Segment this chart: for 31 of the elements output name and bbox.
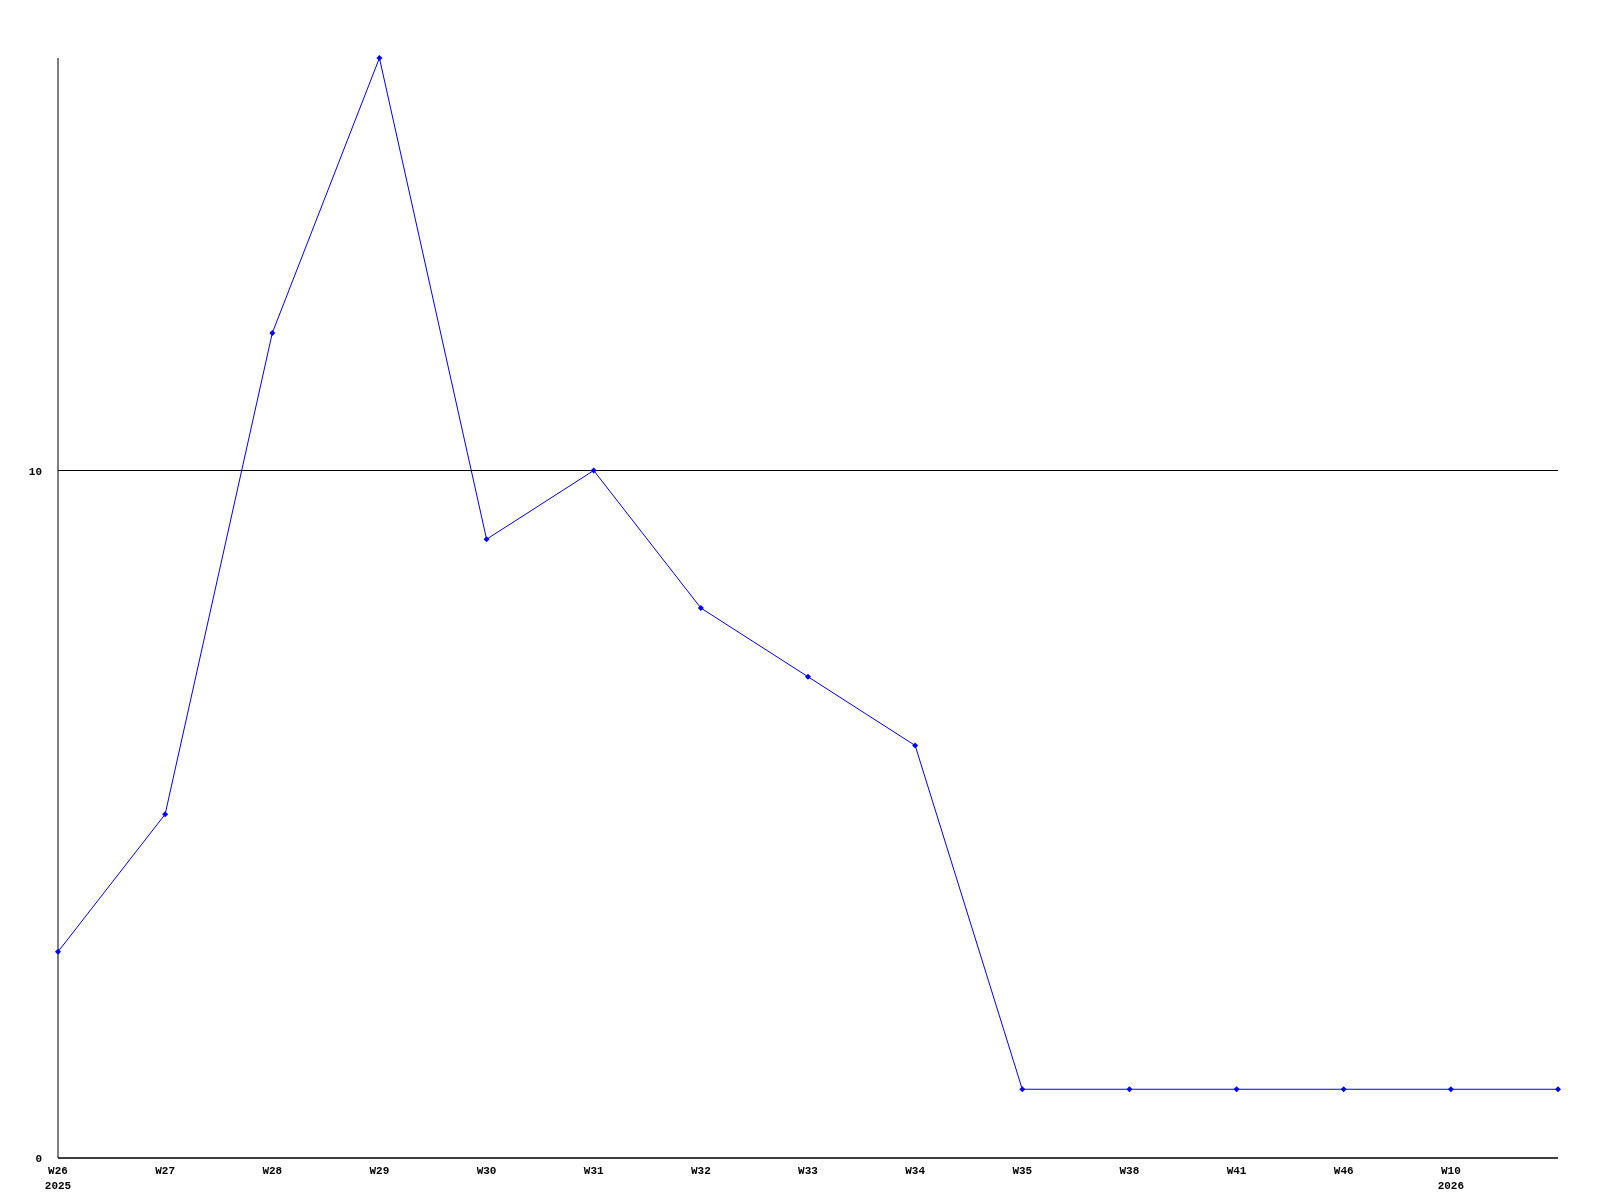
- x-tick-label: W29: [369, 1165, 390, 1177]
- point: [376, 55, 383, 61]
- y-tick-label: 10: [28, 465, 42, 478]
- point: [697, 605, 704, 611]
- point: [269, 330, 276, 336]
- point: [1019, 1086, 1026, 1093]
- point: [805, 673, 811, 680]
- point: [55, 948, 61, 955]
- x-tick-label: W26 2025: [44, 1165, 72, 1192]
- x-tick-label: W35: [1012, 1165, 1033, 1177]
- y-tick-label: 0: [35, 1153, 42, 1165]
- point: [162, 811, 169, 818]
- point: [483, 536, 490, 543]
- x-tick-label: W27: [155, 1165, 176, 1177]
- x-tick-label: W30: [476, 1165, 497, 1177]
- point: [1340, 1086, 1347, 1093]
- point: [1555, 1086, 1561, 1093]
- x-tick-label: W33: [798, 1165, 819, 1177]
- point: [912, 742, 919, 749]
- x-tick-label: W10 2026: [1437, 1165, 1465, 1192]
- x-tick-label: W32: [690, 1165, 711, 1177]
- x-tick-label: W38: [1119, 1165, 1140, 1177]
- x-tick-label: W28: [262, 1165, 283, 1177]
- point: [1126, 1086, 1133, 1093]
- point: [1447, 1086, 1454, 1093]
- x-tick-label: W31: [583, 1165, 605, 1177]
- x-tick-label: W41: [1226, 1165, 1247, 1177]
- point: [1233, 1086, 1240, 1093]
- point: [590, 467, 597, 474]
- x-tick-label: W34: [905, 1165, 926, 1177]
- x-tick-label: W46: [1333, 1165, 1354, 1177]
